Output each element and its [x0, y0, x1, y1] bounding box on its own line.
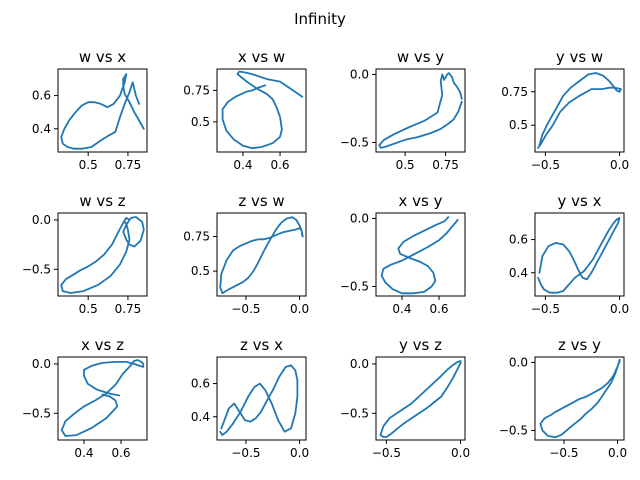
subplot-title: w vs y [397, 48, 444, 66]
x-tick-label: 0.4 [74, 446, 93, 460]
subplot-10: z vs x −0.5 0.0 0.4 0.6 [191, 336, 309, 460]
series-line [60, 359, 145, 437]
subplot-title: w vs x [79, 48, 126, 66]
series-line [219, 364, 299, 436]
plot-area [375, 68, 466, 153]
y-tick-label: 0.5 [509, 118, 528, 132]
series-line [60, 216, 145, 294]
subplot-3: w vs y 0.5 0.75 −0.5 0.0 [340, 48, 466, 172]
plot-area [57, 356, 148, 441]
subplot-2: x vs w 0.4 0.6 0.5 0.75 [183, 48, 307, 172]
y-tick-label: 0.6 [32, 89, 51, 103]
series-line [537, 72, 622, 149]
subplot-title: z vs w [238, 192, 284, 210]
subplot-4: y vs w −0.5 0.0 0.5 0.75 [501, 48, 629, 172]
x-tick-label: 0.5 [396, 158, 415, 172]
x-tick-label: 0.75 [432, 158, 459, 172]
y-tick-label: 0.5 [191, 115, 210, 129]
x-tick-label: 0.0 [290, 446, 309, 460]
figure-title: Infinity [294, 10, 346, 28]
y-tick-label: 0.6 [509, 233, 528, 247]
subplot-5: w vs z 0.5 0.75 −0.5 0.0 [22, 192, 148, 316]
y-tick-label: −0.5 [340, 406, 369, 420]
y-tick-label: 0.75 [183, 230, 210, 244]
subplot-title: y vs w [556, 48, 603, 66]
subplot-1: w vs x 0.5 0.75 0.4 0.6 [32, 48, 148, 172]
plot-area [375, 212, 466, 297]
y-tick-label: 0.0 [350, 357, 369, 371]
x-tick-label: −0.5 [549, 446, 578, 460]
x-tick-label: −0.5 [231, 302, 260, 316]
y-tick-label: 0.0 [32, 213, 51, 227]
y-tick-label: 0.4 [509, 266, 528, 280]
y-tick-label: 0.5 [191, 264, 210, 278]
y-tick-label: −0.5 [340, 279, 369, 293]
y-tick-label: −0.5 [499, 423, 528, 437]
series-line [379, 360, 462, 438]
series-line [219, 216, 304, 295]
x-tick-label: −0.5 [531, 158, 560, 172]
x-tick-label: 0.0 [610, 158, 629, 172]
subplot-title: z vs x [240, 336, 283, 354]
x-tick-label: 0.0 [451, 446, 470, 460]
x-tick-label: −0.5 [231, 446, 260, 460]
plot-area [534, 212, 625, 297]
series-line [221, 70, 304, 150]
x-tick-label: 0.4 [392, 302, 411, 316]
x-tick-label: 0.6 [429, 302, 448, 316]
series-line [539, 358, 621, 439]
y-tick-label: 0.0 [350, 211, 369, 225]
subplot-title: x vs y [399, 192, 443, 210]
x-tick-label: −0.5 [372, 446, 401, 460]
x-tick-label: 0.75 [115, 302, 142, 316]
y-tick-label: 0.75 [501, 85, 528, 99]
y-tick-label: 0.6 [191, 377, 210, 391]
y-tick-label: 0.4 [32, 122, 51, 136]
subplot-title: y vs x [558, 192, 602, 210]
y-tick-label: −0.5 [22, 262, 51, 276]
series-line [60, 73, 145, 150]
x-tick-label: 0.5 [79, 158, 98, 172]
y-tick-label: 0.0 [32, 357, 51, 371]
x-tick-label: 0.75 [115, 158, 142, 172]
x-tick-label: 0.6 [270, 158, 289, 172]
subplot-6: z vs w −0.5 0.0 0.5 0.75 [183, 192, 309, 316]
subplot-grid: w vs x0.5 0.750.40.6x vs w0.4 0.60.50.75w … [22, 48, 629, 460]
x-tick-label: 0.0 [610, 302, 629, 316]
subplot-title: y vs z [399, 336, 442, 354]
y-tick-label: 0.0 [350, 67, 369, 81]
plot-area [216, 68, 307, 153]
subplot-9: x vs z 0.4 0.6 −0.5 0.0 [22, 336, 148, 460]
plot-area [375, 356, 466, 441]
y-tick-label: 0.75 [183, 83, 210, 97]
x-tick-label: 0.5 [79, 302, 98, 316]
subplot-title: x vs z [81, 336, 124, 354]
x-tick-label: 0.0 [608, 446, 627, 460]
y-tick-label: −0.5 [340, 135, 369, 149]
x-tick-label: 0.0 [290, 302, 309, 316]
series-line [378, 72, 463, 149]
subplot-title: w vs z [79, 192, 125, 210]
y-tick-label: −0.5 [22, 406, 51, 420]
series-line [380, 216, 459, 295]
x-tick-label: 0.6 [111, 446, 130, 460]
series-line [537, 217, 621, 294]
subplot-8: y vs x −0.5 0.0 0.4 0.6 [509, 192, 629, 316]
subplot-7: x vs y 0.4 0.6 −0.5 0.0 [340, 192, 466, 316]
plot-area [57, 212, 148, 297]
subplot-11: y vs z −0.5 0.0 −0.5 0.0 [340, 336, 470, 460]
plot-area [534, 68, 625, 153]
y-tick-label: 0.0 [509, 355, 528, 369]
y-tick-label: 0.4 [191, 410, 210, 424]
subplot-12: z vs y −0.5 0.0 −0.5 0.0 [499, 336, 627, 460]
subplot-title: z vs y [558, 336, 601, 354]
subplot-title: x vs w [238, 48, 285, 66]
x-tick-label: 0.4 [233, 158, 252, 172]
x-tick-label: −0.5 [531, 302, 560, 316]
